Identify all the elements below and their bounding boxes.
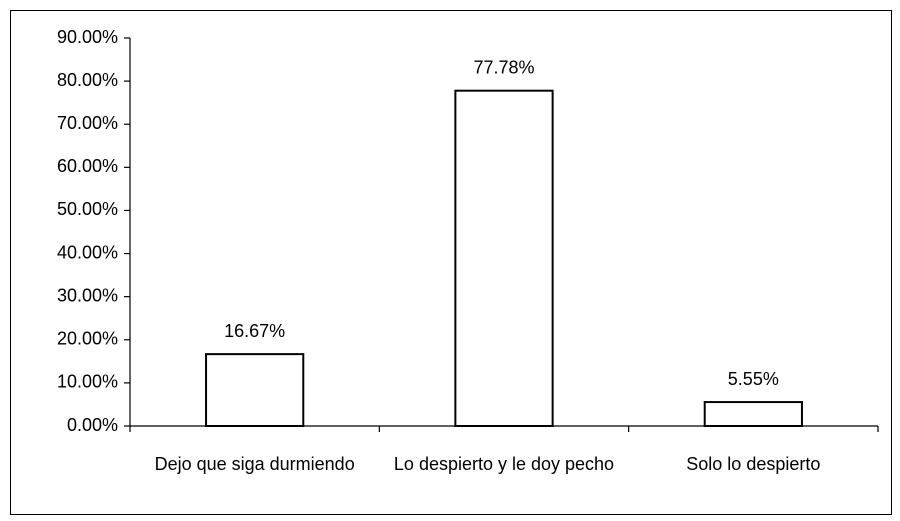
bar	[703, 401, 803, 427]
value-label: 16.67%	[224, 321, 285, 341]
y-tick-label: 80.00%	[57, 70, 118, 90]
x-tick-label: Dejo que siga durmiendo	[154, 454, 355, 474]
bar	[205, 353, 305, 428]
y-tick-label: 10.00%	[57, 372, 118, 392]
y-tick-label: 50.00%	[57, 199, 118, 219]
y-tick-label: 90.00%	[57, 27, 118, 47]
value-label: 5.55%	[728, 369, 779, 389]
chart-frame	[10, 10, 892, 515]
y-tick-label: 40.00%	[57, 242, 118, 262]
y-tick-label: 30.00%	[57, 285, 118, 305]
y-tick-label: 0.00%	[67, 415, 118, 435]
bar	[454, 89, 554, 428]
x-tick-label: Lo despierto y le doy pecho	[393, 454, 615, 474]
value-label: 77.78%	[473, 57, 534, 77]
y-tick-label: 20.00%	[57, 329, 118, 349]
y-tick-label: 60.00%	[57, 156, 118, 176]
y-tick-label: 70.00%	[57, 113, 118, 133]
x-tick-label: Solo lo despierto	[686, 454, 821, 474]
